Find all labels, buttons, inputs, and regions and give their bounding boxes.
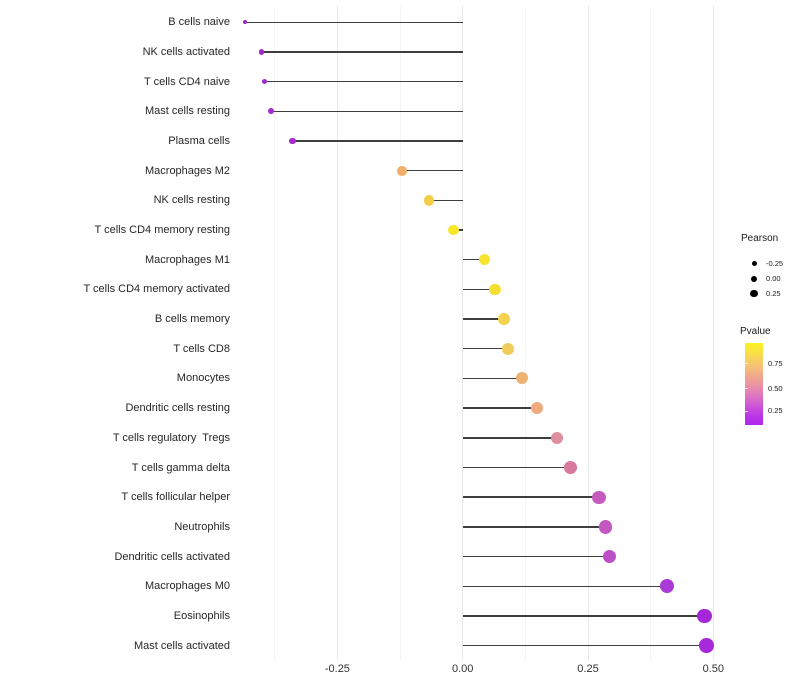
- lollipop-dot: [489, 283, 501, 296]
- y-axis-label: Plasma cells: [168, 135, 230, 148]
- y-axis-label: Macrophages M2: [145, 164, 230, 177]
- lollipop-stem: [292, 140, 463, 142]
- lollipop-stem: [271, 110, 463, 113]
- x-axis-tick-label: -0.25: [324, 663, 350, 675]
- lollipop-stem: [264, 80, 463, 83]
- lollipop-stem: [462, 615, 705, 617]
- colorbar-tick-mark: [745, 388, 748, 390]
- lollipop-dot: [289, 137, 297, 145]
- lollipop-stem: [462, 377, 522, 380]
- size-legend-dot: [750, 289, 758, 298]
- lollipop-stem: [462, 585, 667, 587]
- y-axis-label: Neutrophils: [174, 520, 230, 533]
- lollipop-dot: [515, 372, 528, 385]
- y-axis-label: B cells memory: [154, 313, 230, 326]
- lollipop-stem: [462, 318, 504, 320]
- grid-line-major: [712, 6, 714, 660]
- size-legend-label: -0.25: [766, 259, 784, 268]
- lollipop-stem: [462, 466, 571, 469]
- grid-line-minor: [399, 6, 401, 660]
- y-axis-label: Mast cells resting: [145, 105, 230, 118]
- pvalue-colorbar: [745, 343, 763, 425]
- lollipop-dot: [259, 49, 265, 55]
- y-axis-label: T cells regulatory Tregs: [112, 431, 230, 444]
- colorbar-tick-label: 0.25: [768, 406, 783, 416]
- lollipop-dot: [699, 638, 715, 653]
- grid-line-major: [462, 6, 464, 660]
- size-legend-dot: [751, 275, 757, 282]
- y-axis-label: Macrophages M1: [145, 253, 230, 266]
- lollipop-dot: [262, 78, 268, 85]
- y-axis-label: T cells follicular helper: [121, 491, 230, 504]
- lollipop-dot: [530, 402, 543, 415]
- y-axis-label: Macrophages M0: [145, 580, 230, 593]
- pvalue-legend-title: Pvalue: [740, 326, 771, 337]
- y-axis-label: Mast cells activated: [134, 639, 230, 652]
- lollipop-dot: [268, 108, 275, 115]
- y-axis-label: T cells CD4 memory activated: [83, 283, 230, 296]
- y-axis-label: Eosinophils: [173, 609, 230, 622]
- lollipop-dot: [602, 549, 617, 564]
- colorbar-tick-label: 0.50: [768, 383, 783, 393]
- y-axis-label: NK cells resting: [153, 194, 230, 207]
- lollipop-stem: [462, 288, 495, 291]
- lollipop-dot: [397, 165, 407, 176]
- lollipop-stem: [462, 496, 599, 498]
- lollipop-stem: [462, 644, 707, 647]
- x-axis-tick-label: 0.25: [577, 663, 599, 675]
- colorbar-tick-label: 0.75: [768, 358, 783, 368]
- size-legend-dot: [751, 261, 757, 266]
- y-axis-label: Dendritic cells activated: [114, 550, 230, 563]
- lollipop-stem: [402, 170, 463, 172]
- y-axis-label: Monocytes: [176, 372, 230, 385]
- lollipop-dot: [564, 461, 577, 474]
- lollipop-stem: [429, 199, 463, 202]
- grid-line-minor: [274, 6, 276, 660]
- lollipop-dot: [243, 20, 248, 25]
- y-axis-label: T cells gamma delta: [131, 461, 230, 474]
- y-axis-label: T cells CD8: [173, 342, 230, 355]
- y-axis-label: T cells CD4 naive: [144, 75, 230, 88]
- lollipop-dot: [447, 224, 459, 236]
- colorbar-tick-mark: [745, 410, 748, 412]
- lollipop-stem: [462, 407, 537, 409]
- grid-line-minor: [524, 6, 526, 660]
- grid-line-major: [587, 6, 589, 660]
- colorbar-tick-mark: [745, 363, 748, 365]
- size-legend-label: 0.00: [766, 274, 781, 283]
- x-axis-tick-label: 0.00: [451, 663, 474, 675]
- lollipop-stem: [462, 437, 557, 439]
- lollipop-dot: [550, 431, 564, 445]
- y-axis-label: NK cells activated: [142, 45, 230, 58]
- grid-line-major: [336, 6, 338, 660]
- lollipop-dot: [592, 490, 606, 504]
- lollipop-stem: [462, 526, 606, 528]
- x-axis-tick-label: 0.50: [702, 663, 725, 675]
- y-axis-label: T cells CD4 memory resting: [94, 224, 231, 237]
- lollipop-stem: [261, 51, 463, 53]
- size-legend-label: 0.25: [766, 289, 781, 298]
- lollipop-dot: [697, 608, 713, 624]
- lollipop-dot: [598, 520, 613, 534]
- lollipop-dot: [659, 579, 674, 594]
- lollipop-dot: [501, 342, 514, 355]
- lollipop-stem: [462, 555, 610, 558]
- lollipop-dot: [423, 195, 435, 206]
- lollipop-stem: [462, 259, 485, 261]
- y-axis-label: Dendritic cells resting: [125, 402, 230, 415]
- lollipop-stem: [245, 21, 463, 23]
- lollipop-dot: [479, 254, 491, 266]
- lollipop-stem: [462, 348, 508, 350]
- lollipop-dot: [497, 313, 510, 325]
- size-legend-title: Pearson: [741, 233, 779, 244]
- grid-line-minor: [650, 6, 652, 660]
- y-axis-label: B cells naive: [168, 16, 230, 29]
